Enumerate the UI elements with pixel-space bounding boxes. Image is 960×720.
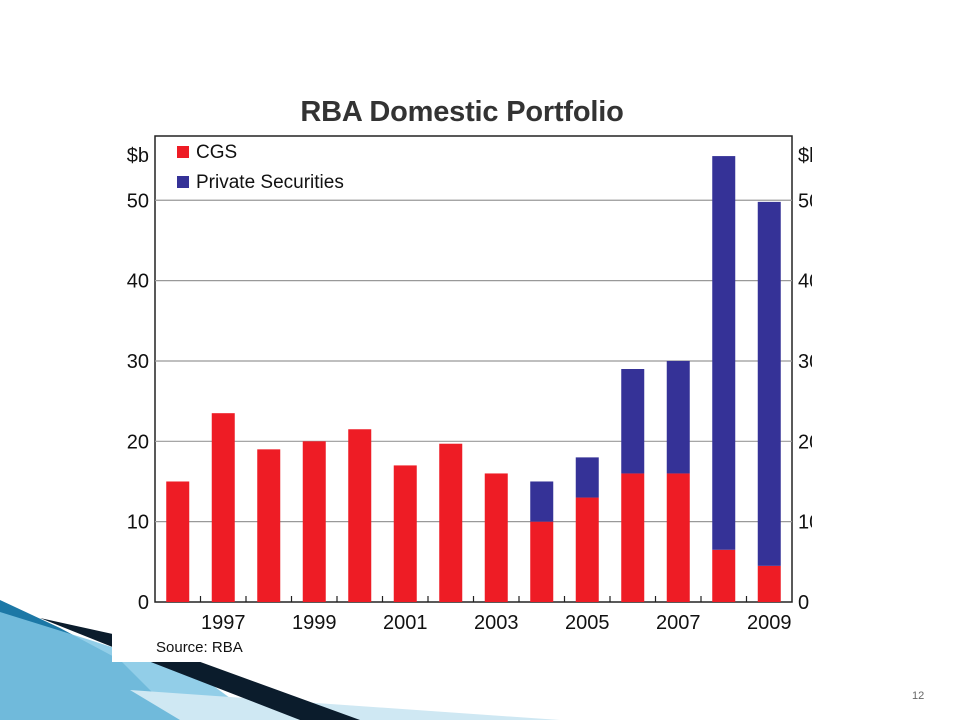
source-note: Source: RBA <box>156 639 243 656</box>
plot-frame <box>154 135 793 603</box>
legend-label: CGS <box>196 142 237 163</box>
chart-title: RBA Domestic Portfolio <box>300 96 624 128</box>
legend-swatch <box>177 176 189 188</box>
bar-cgs <box>666 473 690 602</box>
bar-cgs <box>575 497 599 602</box>
x-tick-label: 1997 <box>201 612 246 634</box>
y-tick-label-right: 30 <box>798 351 812 373</box>
y-tick-label-left: 20 <box>127 431 149 453</box>
bar-private-securities <box>666 360 690 474</box>
bar-cgs <box>302 441 326 602</box>
bar-cgs <box>712 549 736 602</box>
x-tick-label: 2001 <box>383 612 428 634</box>
y-tick-label-right: 40 <box>798 271 812 293</box>
bar-cgs <box>166 481 190 602</box>
decor-light-band <box>0 612 260 720</box>
bar-cgs <box>393 465 417 602</box>
bar-cgs <box>257 449 281 602</box>
bar-private-securities <box>712 156 736 550</box>
x-tick-label: 2005 <box>565 612 610 634</box>
x-tick-label: 1999 <box>292 612 337 634</box>
y-tick-label-left: 50 <box>127 190 149 212</box>
y-tick-label-left: 10 <box>127 512 149 534</box>
bar-cgs <box>484 473 508 602</box>
bar-cgs <box>348 429 372 602</box>
chart-panel: RBA Domestic Portfolio 0 0 10 10 20 20 30 30 40 4… <box>112 86 812 662</box>
bar-cgs <box>211 413 235 602</box>
x-tick-label: 2003 <box>474 612 519 634</box>
bar-private-securities <box>575 457 599 498</box>
y-tick-label-left: 0 <box>138 592 149 614</box>
x-tick-label: 2009 <box>747 612 792 634</box>
slide-number: 12 <box>912 690 925 702</box>
bar-cgs <box>530 521 554 602</box>
y-tick-label-right: 0 <box>798 592 809 614</box>
bar-chart: 0 0 10 10 20 20 30 30 40 40 50 50 $b $b 1997 1999 2001 20… <box>127 135 812 634</box>
y-tick-label-right: 10 <box>798 512 812 534</box>
y-tick-label-right: 20 <box>798 431 812 453</box>
y-tick-label-right: 50 <box>798 190 812 212</box>
y-axis-unit-left: $b <box>127 145 149 167</box>
y-tick-label-left: 40 <box>127 271 149 293</box>
bar-cgs <box>439 443 463 602</box>
x-tick-label: 2007 <box>656 612 701 634</box>
legend-swatch <box>177 146 189 158</box>
y-tick-label-left: 30 <box>127 351 149 373</box>
bar-cgs <box>621 473 645 602</box>
legend-label: Private Securities <box>196 172 344 193</box>
bar-private-securities <box>530 481 554 522</box>
bar-cgs <box>757 565 781 602</box>
bar-private-securities <box>757 201 781 566</box>
y-axis-unit-right: $b <box>798 145 812 167</box>
decor-pale-band <box>130 690 560 720</box>
bar-private-securities <box>621 369 645 474</box>
